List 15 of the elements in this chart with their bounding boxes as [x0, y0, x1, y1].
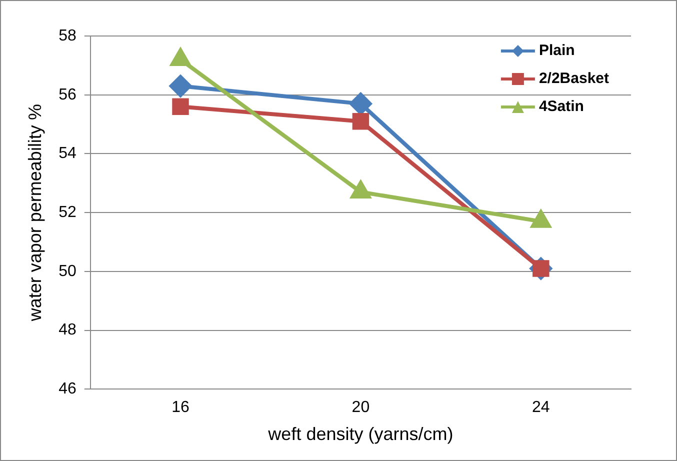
y-tick-label: 46: [58, 380, 76, 398]
legend-label: Plain: [538, 42, 575, 60]
x-tick-label: 20: [352, 399, 370, 416]
legend-label: 4Satin: [538, 98, 584, 116]
y-tick-label: 58: [58, 27, 76, 44]
x-axis-title: weft density (yarns/cm): [267, 424, 454, 444]
y-tick-label: 54: [58, 145, 76, 162]
y-axis-title: water vapor permeability %: [24, 104, 45, 322]
legend-label: 2/2Basket: [538, 70, 610, 88]
y-tick-label: 48: [58, 322, 76, 339]
y-tick-label: 50: [58, 262, 76, 280]
y-tick-label: 56: [58, 86, 76, 104]
x-tick-label: 24: [532, 399, 550, 416]
x-tick-label: 16: [172, 399, 190, 416]
y-tick-label: 52: [58, 204, 76, 222]
